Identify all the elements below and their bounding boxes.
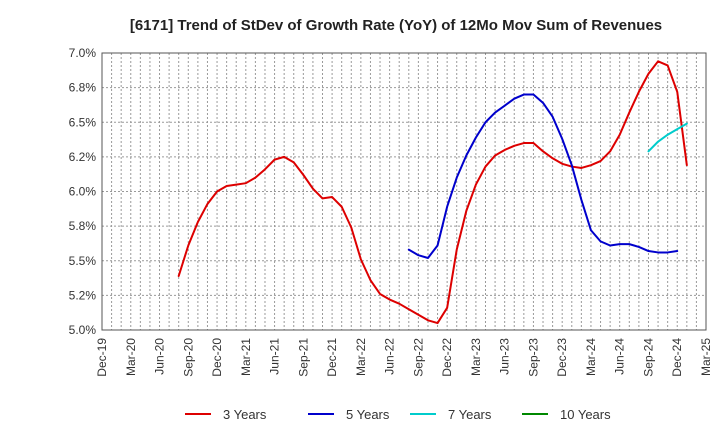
x-tick-label: Dec-20 [210,338,224,377]
y-tick-label: 6.0% [69,185,97,199]
gridlines [101,52,707,331]
x-tick-label: Dec-21 [325,338,339,377]
x-tick-label: Mar-20 [124,338,138,376]
x-tick-label: Jun-22 [383,338,397,375]
x-tick-label: Dec-19 [95,338,109,377]
x-tick-label: Jun-23 [498,338,512,375]
x-tick-label: Mar-22 [354,338,368,376]
x-tick-label: Jun-24 [613,338,627,375]
x-tick-label: Mar-24 [584,338,598,376]
legend-label: 7 Years [448,407,492,422]
series-line-7-years [647,122,688,153]
y-tick-label: 5.5% [69,254,97,268]
x-axis-ticks: Dec-19 Mar-20 Jun-20 Sep-20 Dec-20 Mar-21 Jun-… [95,338,713,377]
x-tick-label: Sep-21 [296,338,310,377]
legend-label: 3 Years [223,407,267,422]
series-line-3-years [177,60,688,325]
y-tick-label: 6.2% [69,150,97,164]
legend: 3 Years 5 Years 7 Years 10 Years [185,407,611,422]
y-tick-label: 5.8% [69,219,97,233]
legend-label: 5 Years [346,407,390,422]
x-tick-label: Sep-24 [641,338,655,377]
series-lines [177,60,688,325]
x-tick-label: Dec-22 [440,338,454,377]
y-tick-label: 5.0% [69,323,97,337]
y-axis-ticks: 5.0% 5.2% 5.5% 5.8% 6.0% 6.2% 6.5% 6.8% 7.0% [69,46,97,337]
x-tick-label: Sep-22 [411,338,425,377]
x-tick-label: Mar-25 [699,338,713,376]
x-tick-label: Dec-24 [670,338,684,377]
y-tick-label: 7.0% [69,46,97,60]
x-tick-label: Mar-21 [239,338,253,376]
y-tick-label: 5.2% [69,288,97,302]
x-tick-label: Jun-21 [268,338,282,375]
x-tick-label: Sep-20 [181,338,195,377]
y-tick-label: 6.5% [69,115,97,129]
y-tick-label: 6.8% [69,81,97,95]
x-tick-label: Jun-20 [153,338,167,375]
chart-title: [6171] Trend of StDev of Growth Rate (Yo… [130,17,662,34]
x-tick-label: Mar-23 [469,338,483,376]
legend-label: 10 Years [560,407,611,422]
x-tick-label: Sep-23 [526,338,540,377]
series-line-5-years [407,93,679,259]
x-tick-label: Dec-23 [555,338,569,377]
plot-area [101,52,707,331]
